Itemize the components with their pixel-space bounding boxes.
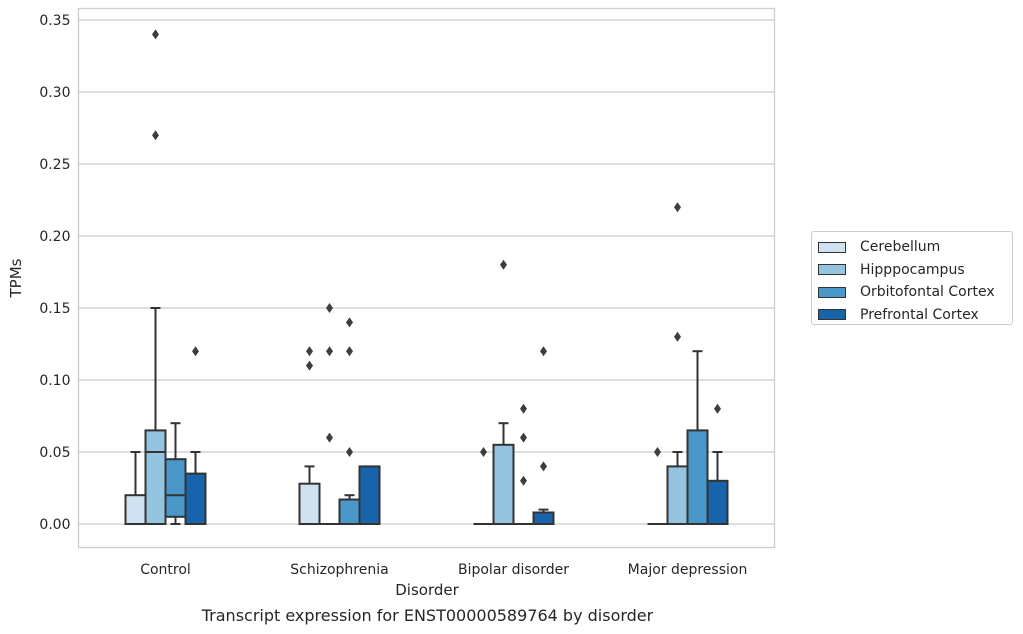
legend-label: Prefrontal Cortex [860, 306, 979, 323]
outlier-point [654, 447, 661, 457]
y-tick-label: 0.25 [39, 157, 70, 173]
box [144, 429, 167, 525]
outlier-point [326, 432, 333, 443]
y-tick-label: 0.05 [39, 445, 70, 461]
box [492, 443, 515, 525]
outlier-point [480, 447, 487, 457]
outlier-point [346, 447, 353, 457]
x-tick-label: Control [140, 562, 191, 578]
box [358, 465, 381, 525]
y-tick-label: 0.20 [39, 229, 70, 245]
box [666, 465, 689, 525]
box [298, 482, 321, 525]
outlier-point [674, 202, 681, 213]
legend-swatch [818, 241, 846, 253]
outlier-point [346, 317, 353, 328]
box [706, 479, 729, 525]
outlier-point [714, 403, 721, 414]
x-axis-label: Disorder [395, 581, 459, 599]
box [164, 458, 187, 518]
outlier-point [326, 346, 333, 357]
legend-item: Hipppocampus [818, 259, 1006, 282]
box [184, 472, 207, 526]
outlier-point [520, 432, 527, 443]
y-tick-label: 0.35 [39, 13, 70, 29]
outlier-point [326, 303, 333, 313]
legend: Cerebellum Hipppocampus Orbitofontal Corte… [811, 231, 1013, 325]
outlier-point [306, 360, 313, 371]
x-axis-ticks: Control Schizophrenia Bipolar disorder Majo… [140, 562, 747, 578]
outlier-point [192, 346, 199, 357]
outlier-point [540, 346, 547, 357]
y-tick-label: 0.00 [39, 517, 70, 533]
legend-label: Hipppocampus [860, 261, 965, 278]
box [532, 511, 555, 525]
box-series [124, 29, 729, 526]
legend-item: Prefrontal Cortex [818, 304, 1006, 327]
y-axis-label: TPMs [7, 258, 25, 298]
y-tick-label: 0.30 [39, 85, 70, 101]
legend-item: Cerebellum [818, 236, 1006, 259]
box [686, 429, 709, 525]
outlier-point [674, 331, 681, 342]
box [338, 498, 361, 525]
y-tick-label: 0.15 [39, 301, 70, 317]
outlier-point [520, 403, 527, 414]
outlier-point [500, 259, 507, 270]
outlier-point [346, 346, 353, 357]
outlier-point [152, 130, 159, 141]
x-tick-label: Bipolar disorder [458, 562, 569, 578]
legend-label: Cerebellum [860, 239, 941, 256]
y-tick-label: 0.10 [39, 373, 70, 389]
x-tick-label: Schizophrenia [290, 562, 388, 578]
x-tick-label: Major depression [628, 562, 748, 578]
legend-swatch [818, 286, 846, 298]
legend-swatch [818, 264, 846, 276]
outlier-point [152, 29, 159, 40]
outlier-point [520, 475, 527, 486]
outlier-point [540, 461, 547, 472]
outlier-point [306, 346, 313, 357]
legend-label: Orbitofontal Cortex [860, 284, 995, 301]
figure-caption: Transcript expression for ENST0000058976… [201, 606, 654, 625]
legend-item: Orbitofontal Cortex [818, 281, 1006, 304]
legend-swatch [818, 309, 846, 321]
box [124, 494, 147, 526]
y-axis-ticks: 0.00 0.05 0.10 0.15 0.20 0.25 0.30 0.35 [39, 13, 70, 533]
